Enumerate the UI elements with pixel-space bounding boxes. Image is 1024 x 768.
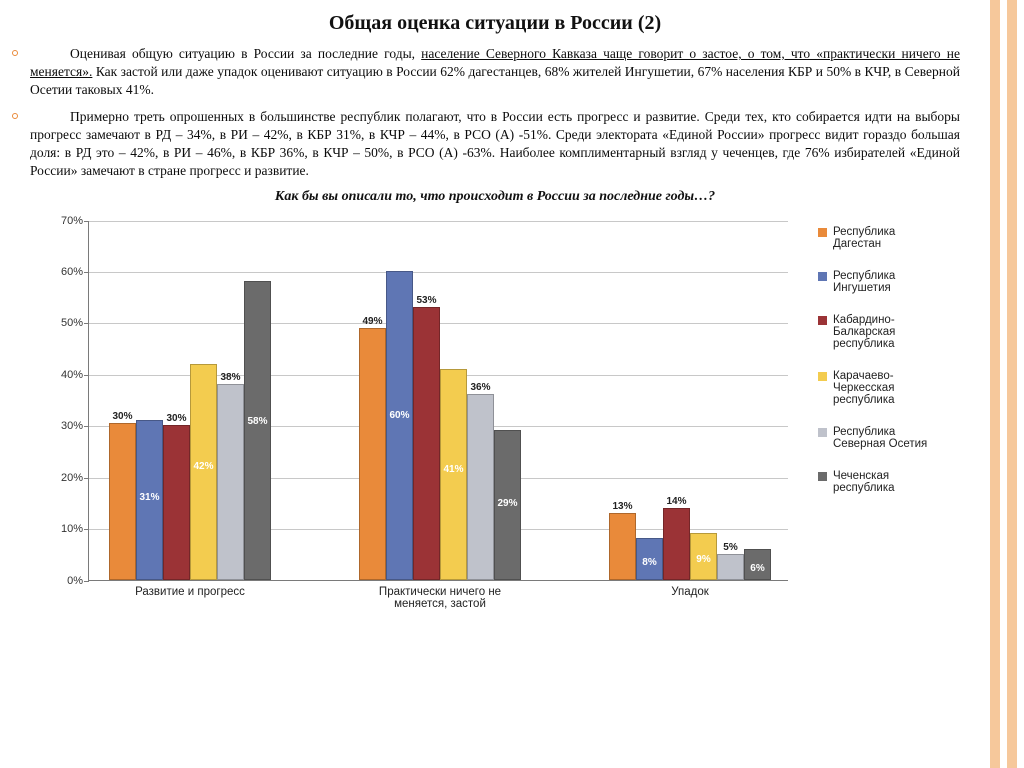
bar-value-label: 29% <box>497 498 517 509</box>
para1-tail: Как застой или даже упадок оценивают сит… <box>30 64 960 97</box>
decorative-stripe <box>1007 0 1017 768</box>
legend-item: Карачаево-Черкесская республика <box>818 370 938 406</box>
decorative-stripe <box>1017 0 1024 768</box>
ytick-mark <box>84 375 89 376</box>
bar: 9% <box>690 533 717 579</box>
bar-value-label: 41% <box>443 464 463 475</box>
legend-swatch <box>818 272 827 281</box>
bar: 49% <box>359 328 386 580</box>
bar-value-label: 30% <box>166 413 186 424</box>
ytick-label: 20% <box>61 472 83 484</box>
ytick-label: 40% <box>61 369 83 381</box>
bar-group: 13% 8% 14% 9% 5% 6% <box>609 508 771 580</box>
bar-value-label: 60% <box>389 410 409 421</box>
bar-value-label: 53% <box>416 295 436 306</box>
bar: 53% <box>413 307 440 580</box>
bar: 30% <box>163 425 190 579</box>
ytick-mark <box>84 529 89 530</box>
chart-wrap: 0%10%20%30%40%50%60%70%30%31%30%42%38%58… <box>38 211 960 621</box>
legend-item: Чеченская республика <box>818 470 938 494</box>
legend-swatch <box>818 428 827 437</box>
bar: 36% <box>467 394 494 579</box>
ytick-label: 10% <box>61 523 83 535</box>
bar: 14% <box>663 508 690 580</box>
bar-value-label: 36% <box>470 382 490 393</box>
legend-label: Республика Дагестан <box>833 226 938 250</box>
ytick-mark <box>84 426 89 427</box>
legend-label: Республика Ингушетия <box>833 270 938 294</box>
bullet-icon <box>12 113 18 119</box>
legend-label: Кабардино-Балкарская республика <box>833 314 938 350</box>
x-category-label: Развитие и прогресс <box>135 586 245 598</box>
bar-chart: 0%10%20%30%40%50%60%70%30%31%30%42%38%58… <box>38 211 818 621</box>
x-category-label: Практически ничего неменяется, застой <box>379 586 501 610</box>
bar: 8% <box>636 538 663 579</box>
bar: 60% <box>386 271 413 580</box>
decorative-stripe <box>1000 0 1007 768</box>
bar: 6% <box>744 549 771 580</box>
bar: 41% <box>440 369 467 580</box>
bar-value-label: 14% <box>666 496 686 507</box>
bar-value-label: 13% <box>612 501 632 512</box>
legend-item: Республика Ингушетия <box>818 270 938 294</box>
bar-value-label: 8% <box>642 557 656 568</box>
legend-swatch <box>818 228 827 237</box>
para1-lead: Оценивая общую ситуацию в России за посл… <box>70 46 421 61</box>
page-title: Общая оценка ситуации в России (2) <box>30 12 960 35</box>
legend-item: Республика Дагестан <box>818 226 938 250</box>
bar-value-label: 31% <box>139 492 159 503</box>
paragraph-2: Примерно треть опрошенных в большинстве … <box>30 108 960 181</box>
x-category-label: Упадок <box>671 586 709 598</box>
decorative-stripe <box>990 0 1000 768</box>
bar-value-label: 49% <box>362 316 382 327</box>
bar-group: 49%60%53%41%36%29% <box>359 271 521 580</box>
bar-value-label: 38% <box>220 372 240 383</box>
bar-value-label: 42% <box>193 461 213 472</box>
ytick-label: 70% <box>61 215 83 227</box>
ytick-mark <box>84 272 89 273</box>
legend-swatch <box>818 316 827 325</box>
legend: Республика Дагестан Республика Ингушетия К… <box>818 211 938 621</box>
paragraph-1: Оценивая общую ситуацию в России за посл… <box>30 45 960 100</box>
ytick-mark <box>84 323 89 324</box>
ytick-label: 0% <box>67 575 83 587</box>
slide-content: Общая оценка ситуации в России (2) Оцени… <box>0 0 990 768</box>
legend-label: Республика Северная Осетия <box>833 426 938 450</box>
bar-value-label: 58% <box>247 416 267 427</box>
bar-group: 30%31%30%42%38%58% <box>109 281 271 579</box>
chart-subtitle: Как бы вы описали то, что происходит в Р… <box>30 189 960 205</box>
bar: 30% <box>109 423 136 580</box>
bar-value-label: 5% <box>723 542 737 553</box>
bar: 13% <box>609 513 636 580</box>
legend-label: Чеченская республика <box>833 470 938 494</box>
bar: 31% <box>136 420 163 579</box>
legend-item: Республика Северная Осетия <box>818 426 938 450</box>
ytick-mark <box>84 478 89 479</box>
ytick-label: 50% <box>61 317 83 329</box>
bullet-icon <box>12 50 18 56</box>
legend-label: Карачаево-Черкесская республика <box>833 370 938 406</box>
bar: 58% <box>244 281 271 579</box>
bar: 5% <box>717 554 744 580</box>
plot-area: 0%10%20%30%40%50%60%70%30%31%30%42%38%58… <box>88 221 788 581</box>
legend-swatch <box>818 372 827 381</box>
bar-value-label: 9% <box>696 554 710 565</box>
bar: 38% <box>217 384 244 579</box>
ytick-label: 60% <box>61 266 83 278</box>
bar: 42% <box>190 364 217 580</box>
ytick-mark <box>84 221 89 222</box>
ytick-label: 30% <box>61 420 83 432</box>
bar-value-label: 6% <box>750 563 764 574</box>
bar: 29% <box>494 430 521 579</box>
bar-value-label: 30% <box>112 411 132 422</box>
para2-text: Примерно треть опрошенных в большинстве … <box>30 109 960 179</box>
ytick-mark <box>84 581 89 582</box>
legend-swatch <box>818 472 827 481</box>
gridline <box>89 221 788 222</box>
legend-item: Кабардино-Балкарская республика <box>818 314 938 350</box>
